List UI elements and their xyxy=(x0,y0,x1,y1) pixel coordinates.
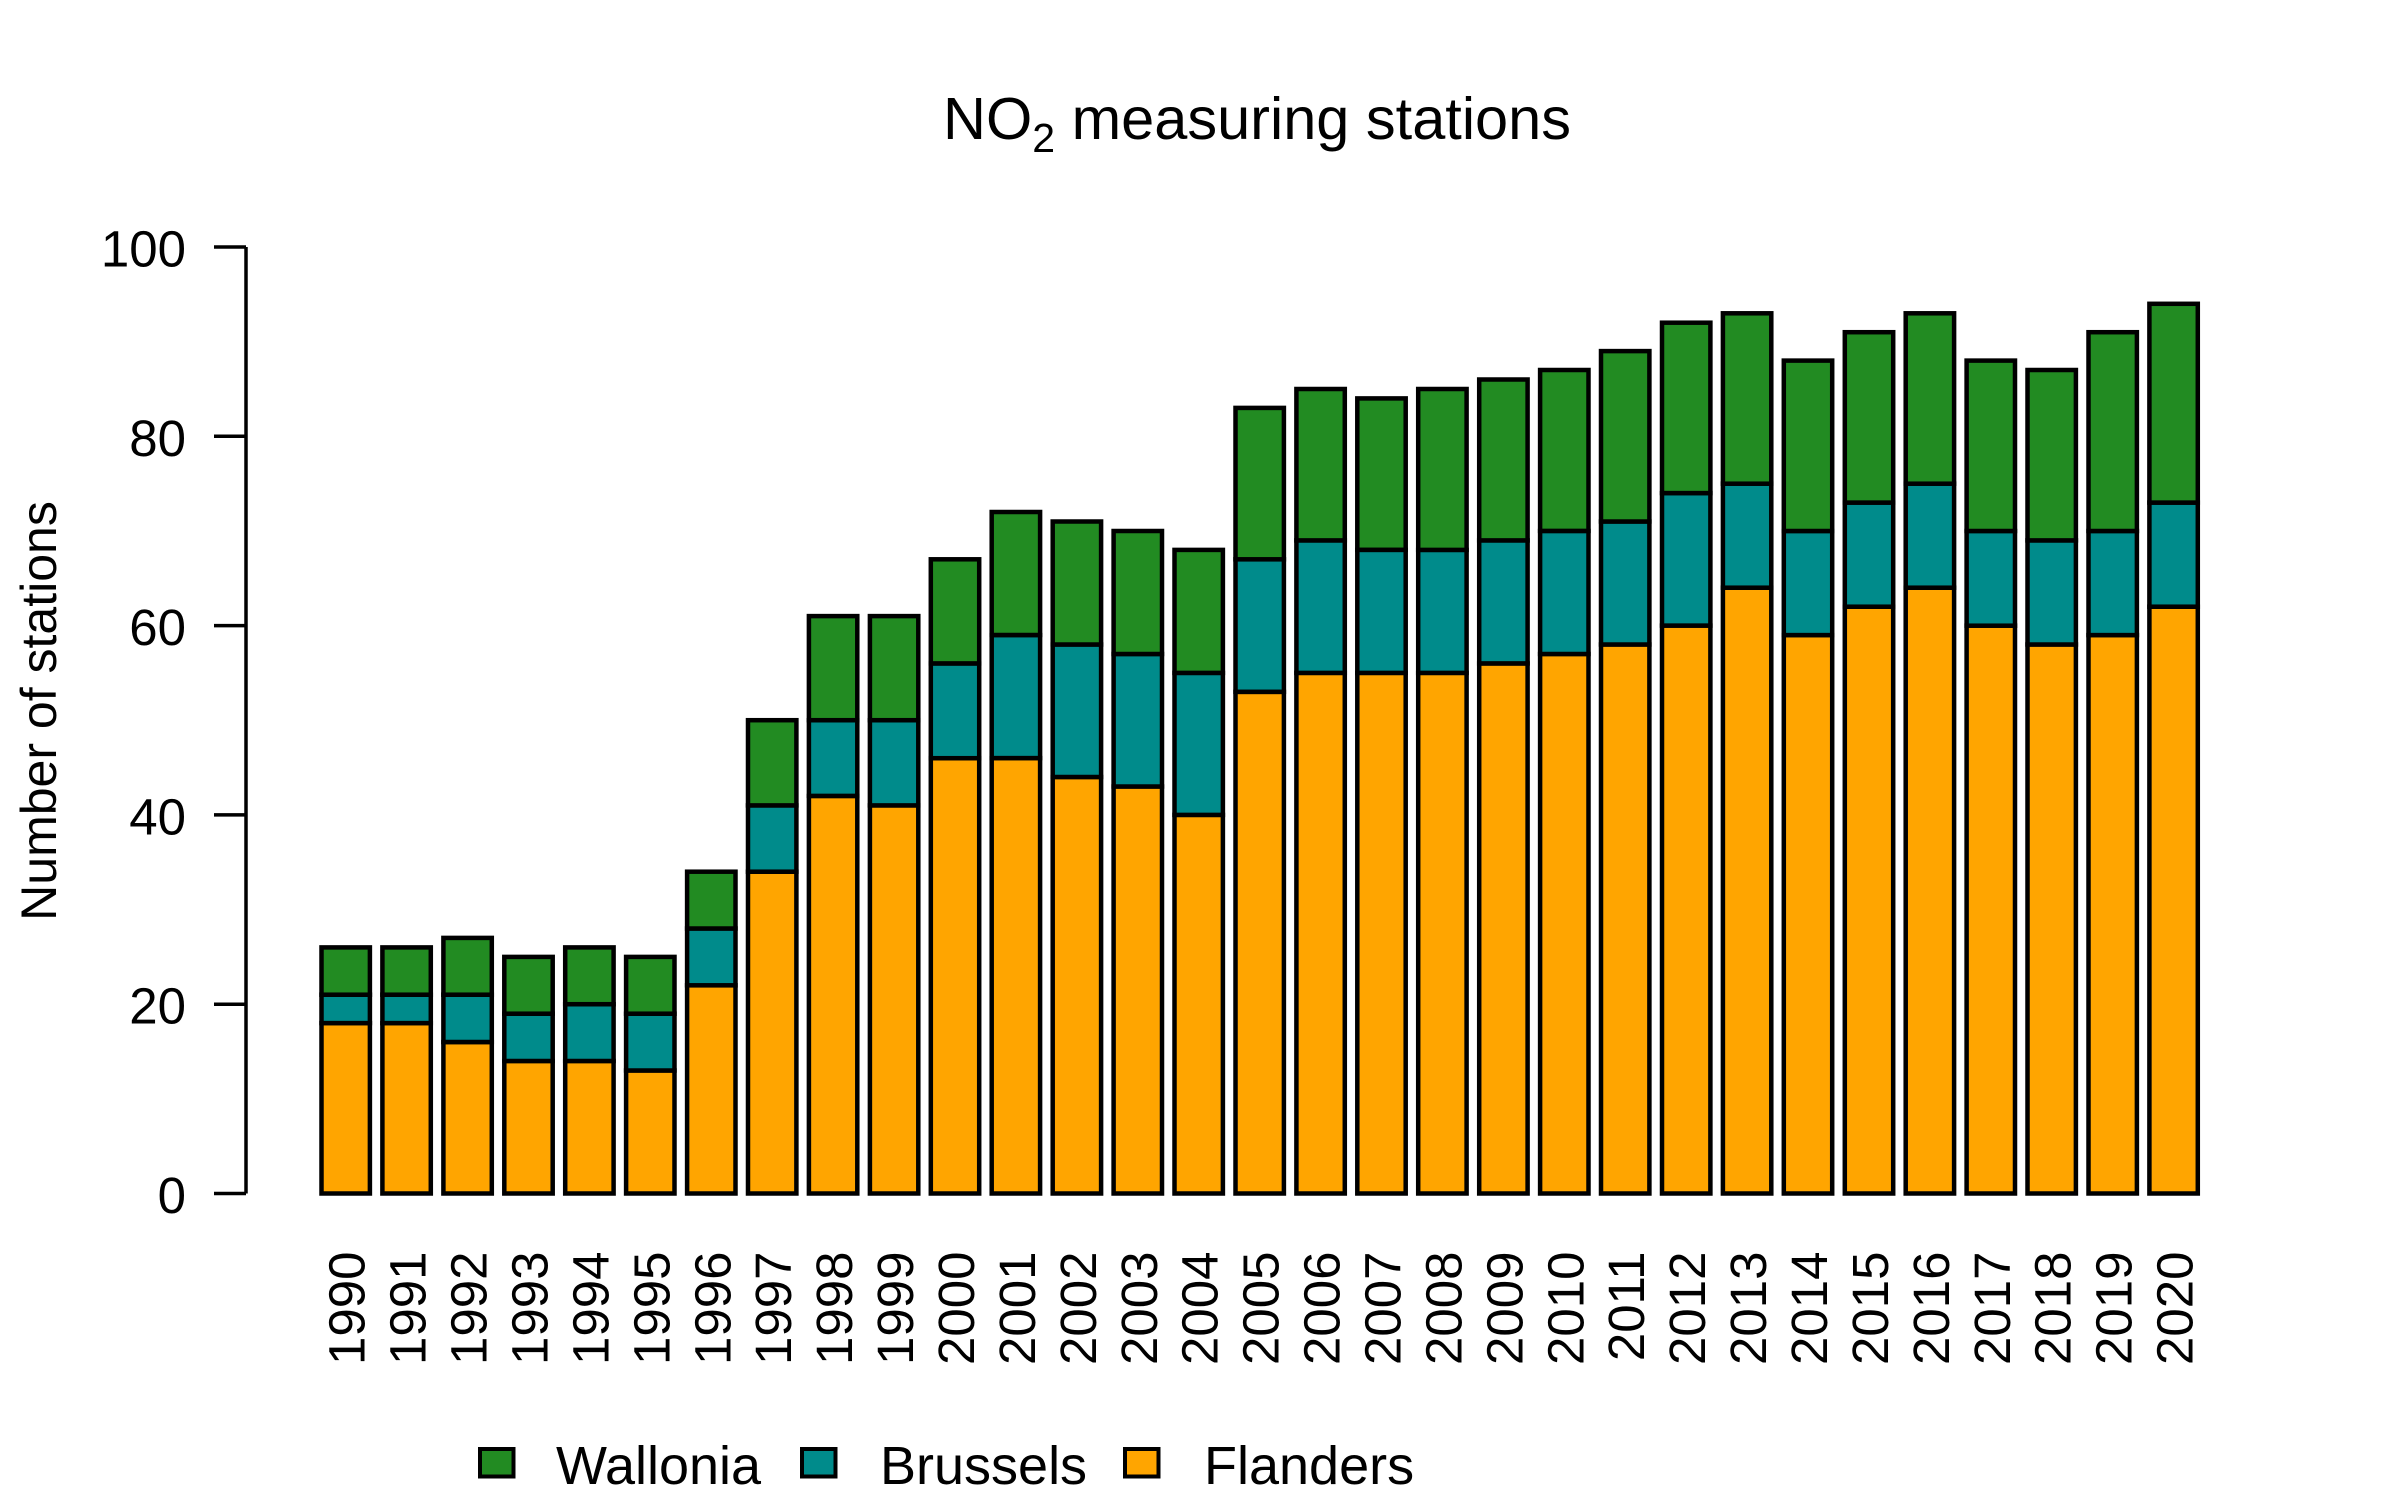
svg-text:1992: 1992 xyxy=(441,1252,498,1365)
svg-text:2001: 2001 xyxy=(989,1252,1046,1365)
svg-text:1999: 1999 xyxy=(867,1252,924,1365)
svg-text:2009: 2009 xyxy=(1476,1252,1533,1365)
svg-text:2015: 2015 xyxy=(1842,1252,1899,1365)
svg-text:Brussels: Brussels xyxy=(880,1436,1087,1496)
svg-text:2017: 2017 xyxy=(1964,1252,2021,1365)
svg-text:2018: 2018 xyxy=(2025,1252,2082,1365)
svg-text:2007: 2007 xyxy=(1355,1252,1412,1365)
svg-text:1995: 1995 xyxy=(623,1252,680,1365)
svg-text:2006: 2006 xyxy=(1294,1252,1351,1365)
svg-text:2011: 2011 xyxy=(1598,1252,1655,1362)
svg-text:2013: 2013 xyxy=(1720,1252,1777,1365)
svg-text:2000: 2000 xyxy=(928,1252,985,1365)
svg-text:2012: 2012 xyxy=(1659,1252,1716,1365)
svg-text:40: 40 xyxy=(129,788,186,845)
svg-text:2019: 2019 xyxy=(2086,1252,2143,1365)
svg-text:2020: 2020 xyxy=(2147,1252,2204,1365)
svg-text:60: 60 xyxy=(129,599,186,656)
svg-text:100: 100 xyxy=(101,221,186,278)
svg-text:2005: 2005 xyxy=(1233,1252,1290,1365)
svg-text:Number of stations: Number of stations xyxy=(11,501,67,921)
svg-text:2003: 2003 xyxy=(1111,1252,1168,1365)
svg-text:1994: 1994 xyxy=(562,1252,619,1365)
svg-text:2008: 2008 xyxy=(1415,1252,1472,1365)
svg-text:2004: 2004 xyxy=(1172,1252,1229,1365)
svg-text:2010: 2010 xyxy=(1537,1252,1594,1365)
svg-text:0: 0 xyxy=(158,1167,186,1224)
svg-text:Flanders: Flanders xyxy=(1204,1436,1414,1496)
svg-text:2002: 2002 xyxy=(1050,1252,1107,1365)
svg-text:1996: 1996 xyxy=(684,1252,741,1365)
svg-text:1993: 1993 xyxy=(502,1252,559,1365)
svg-text:1991: 1991 xyxy=(380,1252,437,1365)
svg-text:1997: 1997 xyxy=(745,1252,802,1365)
svg-text:80: 80 xyxy=(129,410,186,467)
svg-text:1990: 1990 xyxy=(319,1252,376,1365)
svg-text:20: 20 xyxy=(129,978,186,1035)
svg-text:2016: 2016 xyxy=(1903,1252,1960,1365)
svg-text:Wallonia: Wallonia xyxy=(556,1436,762,1496)
svg-text:1998: 1998 xyxy=(806,1252,863,1365)
svg-text:2014: 2014 xyxy=(1781,1252,1838,1365)
